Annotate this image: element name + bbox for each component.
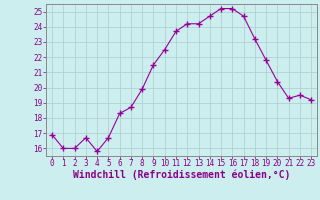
X-axis label: Windchill (Refroidissement éolien,°C): Windchill (Refroidissement éolien,°C) — [73, 169, 290, 180]
